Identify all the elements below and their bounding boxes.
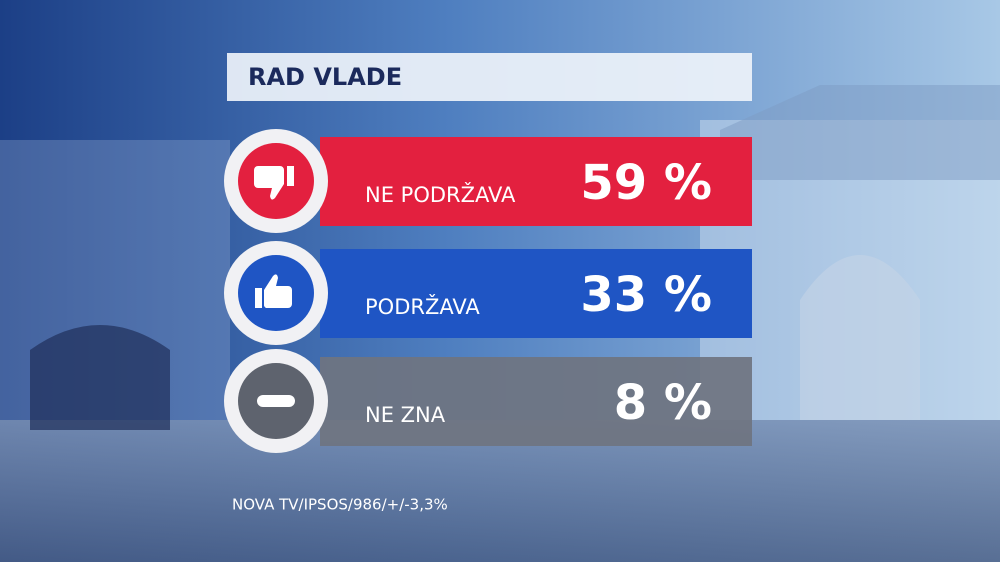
thumbs-up [255, 274, 292, 308]
bar [320, 137, 752, 226]
row: NE ZNA 8 % [224, 349, 752, 453]
minus [257, 395, 295, 407]
thumbs-down [254, 166, 294, 200]
title: RAD VLADE [248, 63, 402, 91]
row: NE PODRŽAVA 59 % [224, 129, 752, 233]
row-label: NE PODRŽAVA [365, 182, 516, 207]
title-box [227, 53, 752, 101]
row: PODRŽAVA 33 % [224, 241, 752, 345]
row-value: 59 % [580, 155, 712, 211]
row-label: NE ZNA [365, 403, 446, 427]
bar [320, 249, 752, 338]
source: NOVA TV/IPSOS/986/+/-3,3% [232, 496, 448, 514]
row-label: PODRŽAVA [365, 294, 480, 319]
row-value: 33 % [580, 267, 712, 323]
bar [320, 357, 752, 446]
row-value: 8 % [614, 375, 712, 431]
